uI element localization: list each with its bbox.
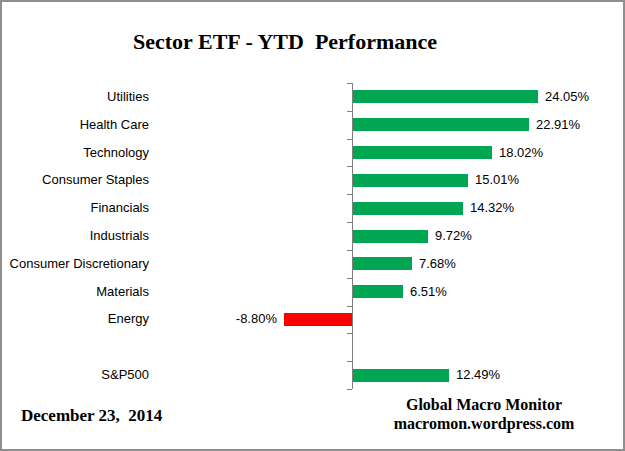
axis-tick	[347, 389, 352, 390]
axis-tick	[347, 139, 352, 140]
bar-value-label: 14.32%	[470, 199, 514, 217]
bar-value-label: 7.68%	[419, 255, 456, 273]
category-label: Materials	[2, 283, 149, 301]
category-label: Consumer Staples	[2, 171, 149, 189]
attribution: Global Macro Monitor macromon.wordpress.…	[384, 395, 584, 433]
category-label: S&P500	[2, 366, 149, 384]
positive-bar	[353, 90, 538, 103]
axis-tick	[347, 111, 352, 112]
chart-frame: Sector ETF - YTD Performance Utilities24…	[0, 0, 625, 451]
axis-tick	[347, 333, 352, 334]
axis-tick	[347, 222, 352, 223]
bar-value-label: 9.72%	[435, 227, 472, 245]
axis-tick	[347, 166, 352, 167]
axis-tick	[347, 306, 352, 307]
negative-bar	[284, 313, 352, 326]
axis-tick	[347, 361, 352, 362]
positive-bar	[353, 285, 403, 298]
attribution-name: Global Macro Monitor	[384, 395, 584, 414]
bar-value-label: 6.51%	[410, 283, 447, 301]
positive-bar	[353, 174, 468, 187]
bar-value-label: -8.80%	[197, 310, 277, 328]
date-label: December 23, 2014	[21, 406, 162, 426]
positive-bar	[353, 369, 449, 382]
bar-value-label: 22.91%	[536, 116, 580, 134]
positive-bar	[353, 230, 428, 243]
category-label: Health Care	[2, 116, 149, 134]
axis-tick	[347, 278, 352, 279]
bar-value-label: 12.49%	[456, 366, 500, 384]
positive-bar	[353, 118, 529, 131]
bar-value-label: 15.01%	[475, 171, 519, 189]
axis-tick	[347, 83, 352, 84]
bar-value-label: 24.05%	[545, 88, 589, 106]
category-label: Utilities	[2, 88, 149, 106]
category-label: Consumer Discretionary	[2, 255, 149, 273]
category-label: Financials	[2, 199, 149, 217]
positive-bar	[353, 146, 492, 159]
plot-area: Utilities 24.05% Health Care 22.91% Technolo…	[2, 2, 623, 449]
positive-bar	[353, 202, 463, 215]
category-label: Technology	[2, 144, 149, 162]
category-label: Energy	[2, 310, 149, 328]
category-label: Industrials	[2, 227, 149, 245]
attribution-url: macromon.wordpress.com	[384, 414, 584, 433]
positive-bar	[353, 257, 412, 270]
axis-tick	[347, 194, 352, 195]
bar-value-label: 18.02%	[499, 144, 543, 162]
axis-tick	[347, 250, 352, 251]
